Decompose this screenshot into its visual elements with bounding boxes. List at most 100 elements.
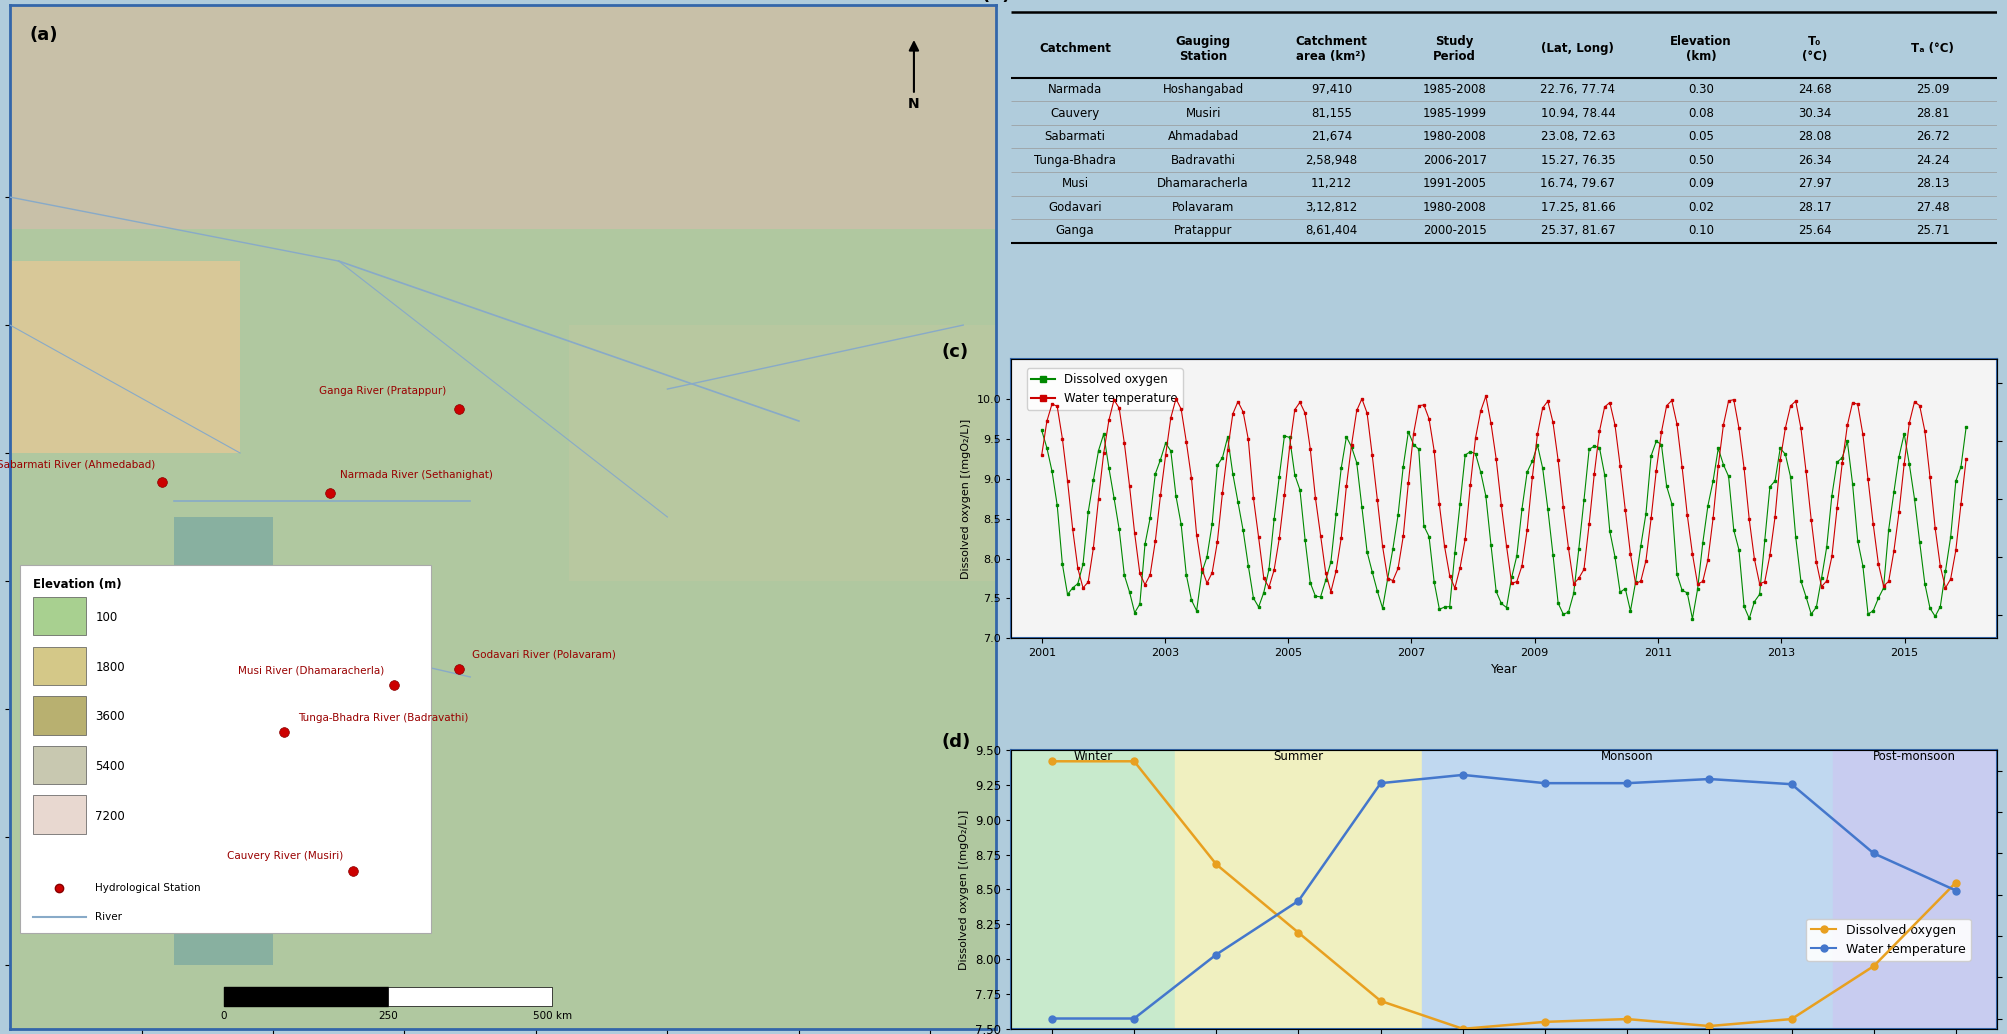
Text: Pratappur: Pratappur — [1174, 224, 1232, 238]
Text: 8,61,404: 8,61,404 — [1305, 224, 1357, 238]
Text: 1800: 1800 — [96, 661, 124, 674]
Text: 24.24: 24.24 — [1917, 154, 1949, 166]
Text: 3600: 3600 — [96, 710, 124, 724]
Bar — [1012, 750, 1176, 1029]
Text: 22.76, 77.74: 22.76, 77.74 — [1541, 83, 1616, 96]
Water temperature — [1860, 518, 1885, 530]
Text: 24.68: 24.68 — [1798, 83, 1830, 96]
Text: 28.17: 28.17 — [1798, 201, 1830, 214]
Text: (Lat, Long): (Lat, Long) — [1541, 42, 1614, 55]
Text: 0.02: 0.02 — [1688, 201, 1714, 214]
Text: 15.27, 76.35: 15.27, 76.35 — [1541, 154, 1616, 166]
Text: 27.97: 27.97 — [1798, 177, 1832, 190]
Legend: Dissolved oxygen, Water temperature: Dissolved oxygen, Water temperature — [1806, 918, 1971, 961]
Dissolved oxygen — [1138, 512, 1162, 524]
Text: 0.08: 0.08 — [1688, 107, 1714, 120]
Text: Tunga-Bhadra: Tunga-Bhadra — [1034, 154, 1116, 166]
Water temperature — [1955, 453, 1979, 465]
Text: 28.13: 28.13 — [1917, 177, 1949, 190]
Text: Sabarmati River (Ahmedabad): Sabarmati River (Ahmedabad) — [0, 460, 157, 469]
Line: Dissolved oxygen: Dissolved oxygen — [1040, 426, 1967, 620]
Text: T₀
(°C): T₀ (°C) — [1802, 35, 1826, 63]
Dissolved oxygen — [1046, 499, 1070, 512]
Text: 0.30: 0.30 — [1688, 83, 1714, 96]
Text: Musi: Musi — [1062, 177, 1088, 190]
Text: 25.37, 81.67: 25.37, 81.67 — [1541, 224, 1616, 238]
Text: 1980-2008: 1980-2008 — [1423, 130, 1487, 144]
Text: River: River — [96, 912, 122, 922]
Bar — [32, 795, 86, 833]
Text: 500 km: 500 km — [532, 1011, 572, 1022]
Text: Godavari: Godavari — [1048, 201, 1102, 214]
Text: 0.05: 0.05 — [1688, 130, 1714, 144]
Text: Musi River (Dhamaracherla): Musi River (Dhamaracherla) — [237, 666, 383, 675]
Polygon shape — [10, 5, 995, 230]
Text: 2000-2015: 2000-2015 — [1423, 224, 1487, 238]
Bar — [32, 646, 86, 685]
Text: Catchment
area (km²): Catchment area (km²) — [1295, 35, 1367, 63]
Dissolved oxygen — [1680, 612, 1704, 625]
Text: Cauvery River (Musiri): Cauvery River (Musiri) — [227, 851, 343, 861]
Text: Narmada River (Sethanighat): Narmada River (Sethanighat) — [339, 469, 494, 480]
Bar — [20, 565, 432, 933]
Text: 1980-2008: 1980-2008 — [1423, 201, 1487, 214]
Y-axis label: Dissolved oxygen [(mgO₂/L)]: Dissolved oxygen [(mgO₂/L)] — [959, 810, 969, 970]
Text: 7200: 7200 — [96, 810, 124, 823]
Text: Polavaram: Polavaram — [1172, 201, 1234, 214]
Text: 0.50: 0.50 — [1688, 154, 1714, 166]
Bar — [32, 696, 86, 734]
Dissolved oxygen — [1929, 601, 1953, 613]
Text: 0: 0 — [221, 1011, 227, 1022]
Text: 3,12,812: 3,12,812 — [1305, 201, 1357, 214]
Text: 11,212: 11,212 — [1311, 177, 1353, 190]
Dissolved oxygen — [1220, 467, 1244, 480]
Text: 23.08, 72.63: 23.08, 72.63 — [1541, 130, 1616, 144]
Text: Summer: Summer — [1272, 750, 1323, 763]
Text: (d): (d) — [941, 733, 971, 752]
Legend: Dissolved oxygen, Water temperature: Dissolved oxygen, Water temperature — [1028, 368, 1182, 409]
Polygon shape — [10, 5, 995, 1029]
Text: 81,155: 81,155 — [1311, 107, 1353, 120]
Text: 28.08: 28.08 — [1798, 130, 1830, 144]
Text: Musiri: Musiri — [1186, 107, 1220, 120]
Text: 25.71: 25.71 — [1917, 224, 1949, 238]
Text: 16.74, 79.67: 16.74, 79.67 — [1541, 177, 1616, 190]
Text: 2,58,948: 2,58,948 — [1305, 154, 1357, 166]
Bar — [1832, 750, 1997, 1029]
Water temperature — [1473, 390, 1497, 402]
Text: 0.10: 0.10 — [1688, 224, 1714, 238]
Bar — [32, 746, 86, 784]
Water temperature — [1933, 582, 1957, 595]
Text: Dhamaracherla: Dhamaracherla — [1158, 177, 1248, 190]
Water temperature — [1046, 400, 1070, 413]
Text: 28.81: 28.81 — [1917, 107, 1949, 120]
Text: (c): (c) — [941, 342, 969, 361]
Polygon shape — [397, 901, 468, 1034]
Text: 26.34: 26.34 — [1798, 154, 1830, 166]
Text: 250: 250 — [377, 1011, 397, 1022]
Text: Hydrological Station: Hydrological Station — [96, 883, 201, 893]
Text: Badravathi: Badravathi — [1170, 154, 1236, 166]
Text: 21,674: 21,674 — [1311, 130, 1353, 144]
Polygon shape — [568, 325, 995, 581]
Text: 0.09: 0.09 — [1688, 177, 1714, 190]
Text: 1985-1999: 1985-1999 — [1423, 107, 1487, 120]
Text: Monsoon: Monsoon — [1602, 750, 1654, 763]
Text: Tₐ (°C): Tₐ (°C) — [1911, 42, 1955, 55]
Text: Godavari River (Polavaram): Godavari River (Polavaram) — [472, 649, 616, 660]
Text: 25.09: 25.09 — [1917, 83, 1949, 96]
Text: 2006-2017: 2006-2017 — [1423, 154, 1487, 166]
Text: Ahmadabad: Ahmadabad — [1168, 130, 1238, 144]
Water temperature — [1220, 407, 1244, 420]
Text: Hoshangabad: Hoshangabad — [1162, 83, 1244, 96]
Text: Ganga: Ganga — [1056, 224, 1094, 238]
Dissolved oxygen — [1030, 424, 1054, 436]
Text: India: India — [329, 567, 415, 596]
Text: N: N — [907, 96, 919, 111]
Dissolved oxygen — [1955, 421, 1979, 433]
Text: 1991-2005: 1991-2005 — [1423, 177, 1487, 190]
Dissolved oxygen — [1856, 608, 1881, 620]
Text: (b): (b) — [981, 0, 1012, 4]
Text: 100: 100 — [96, 611, 118, 625]
Text: 26.72: 26.72 — [1917, 130, 1949, 144]
